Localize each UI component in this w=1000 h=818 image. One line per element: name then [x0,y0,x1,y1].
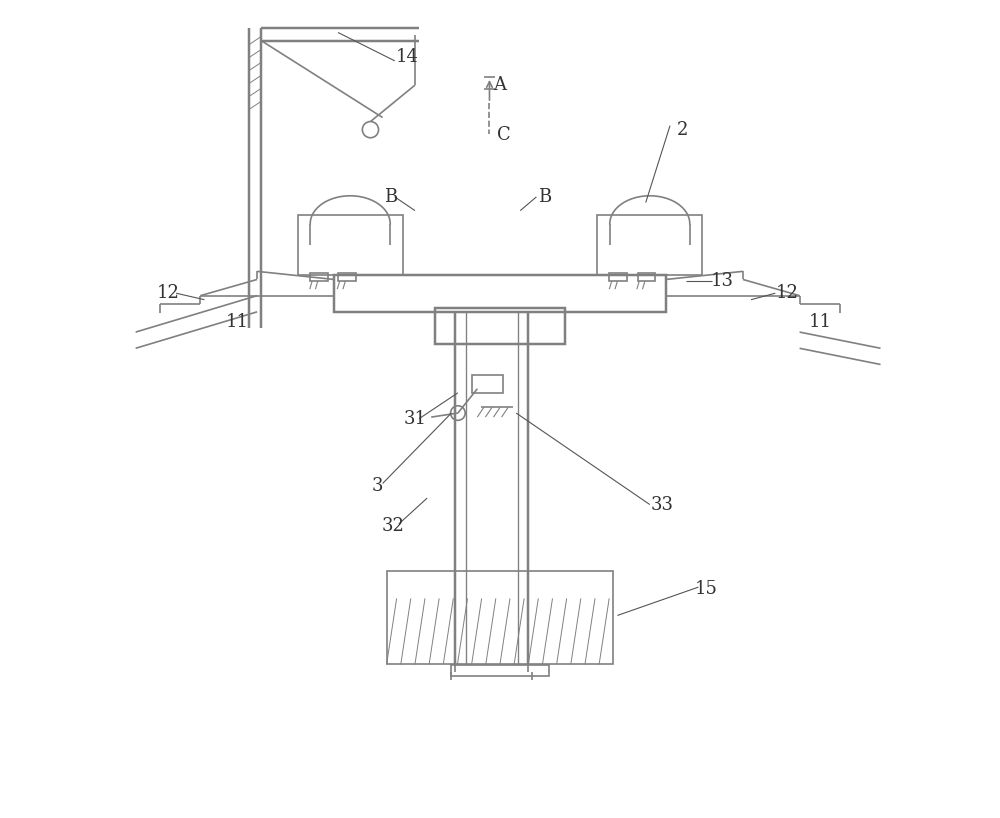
Text: 32: 32 [382,518,405,536]
Text: 31: 31 [403,410,426,428]
Text: 2: 2 [676,121,688,139]
Text: 3: 3 [371,477,383,495]
Text: B: B [538,188,551,206]
Text: 12: 12 [157,284,179,302]
Bar [451,665,549,676]
Text: 11: 11 [225,313,248,331]
Bar [609,273,627,281]
Text: 13: 13 [711,272,734,290]
Text: 11: 11 [808,313,831,331]
Text: 12: 12 [776,284,799,302]
Text: A: A [494,76,507,94]
Text: C: C [497,126,511,144]
Bar [597,214,702,276]
Bar [638,273,655,281]
Bar [387,571,613,664]
Text: B: B [384,188,397,206]
Bar [310,273,328,281]
Text: 14: 14 [395,47,418,65]
Bar [298,214,403,276]
Bar [338,273,356,281]
Bar [472,375,503,393]
Bar [334,276,666,312]
Text: 15: 15 [695,580,718,598]
Bar [435,308,565,344]
Text: 33: 33 [650,496,673,514]
